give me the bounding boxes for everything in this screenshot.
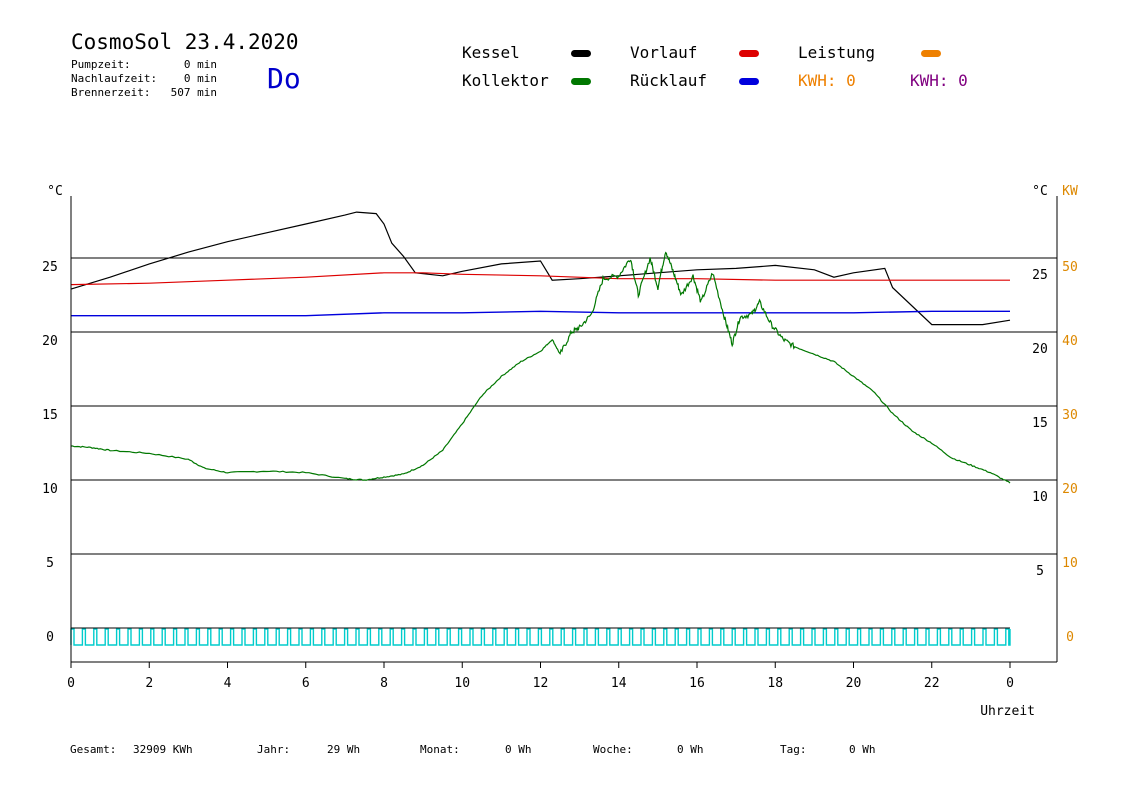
series-kessel-line	[70, 211, 1011, 326]
footer-woche-value: 0 Wh	[677, 743, 704, 756]
brennerzeit-value: 507 min	[170, 86, 217, 99]
pump-pulse-line	[70, 628, 1011, 646]
footer-woche-label: Woche:	[593, 743, 633, 756]
y-tick-label-left: 25	[42, 260, 58, 275]
x-tick-label: 8	[380, 676, 388, 691]
nachlaufzeit-value: 0 min	[183, 72, 217, 85]
kw-tick-label: 20	[1062, 482, 1078, 497]
y-tick-label-left: 5	[46, 556, 54, 571]
y-tick-label-right: 25	[1032, 268, 1048, 283]
y-tick-label-right: 10	[1032, 490, 1048, 505]
series-kollektor-line	[71, 251, 1011, 484]
x-tick-label: 10	[454, 676, 470, 691]
y-tick-label-left: 0	[46, 630, 54, 645]
legend-leistung-swatch	[921, 50, 941, 57]
legend-vorlauf-label: Vorlauf	[630, 43, 698, 62]
footer-tag-value: 0 Wh	[849, 743, 876, 756]
x-tick-label: 4	[224, 676, 232, 691]
kwh-orange-label: KWH: 0	[798, 71, 856, 90]
chart-title: CosmoSol 23.4.2020	[71, 30, 299, 54]
x-tick-label: 18	[767, 676, 783, 691]
legend-kessel-swatch	[571, 50, 591, 57]
footer-jahr-value: 29 Wh	[327, 743, 361, 756]
x-axis-label: Uhrzeit	[980, 704, 1035, 719]
legend-kollektor-swatch	[571, 78, 591, 85]
kw-tick-label: 10	[1062, 556, 1078, 571]
x-tick-label: 0	[67, 676, 75, 691]
kw-tick-label: 40	[1062, 334, 1078, 349]
legend-leistung-label: Leistung	[798, 43, 876, 62]
footer-monat-value: 0 Wh	[505, 743, 532, 756]
y-tick-label-right: 20	[1032, 342, 1048, 357]
y-tick-label-left: 20	[42, 334, 58, 349]
x-tick-label: 14	[611, 676, 627, 691]
legend-ruecklauf-label: Rücklauf	[630, 71, 708, 90]
footer-monat-label: Monat:	[420, 743, 460, 756]
footer-tag-label: Tag:	[780, 743, 807, 756]
y-tick-label-left: 10	[42, 482, 58, 497]
pumpzeit-label: Pumpzeit:	[71, 58, 131, 71]
series-ruecklauf-line	[71, 310, 1010, 317]
footer-gesamt-label: Gesamt:	[70, 743, 117, 756]
kw-tick-label: 30	[1062, 408, 1078, 423]
nachlaufzeit-label: Nachlaufzeit:	[71, 72, 158, 85]
legend-ruecklauf-swatch	[739, 78, 759, 85]
kw-tick-label: 50	[1062, 260, 1078, 275]
weekday-label: Do	[267, 62, 301, 95]
y-tick-label-right: 15	[1032, 416, 1048, 431]
x-tick-label: 20	[846, 676, 862, 691]
x-tick-label: 12	[533, 676, 549, 691]
legend-vorlauf-swatch	[739, 50, 759, 57]
brennerzeit-label: Brennerzeit:	[71, 86, 151, 99]
x-tick-label: 22	[924, 676, 940, 691]
legend-kollektor-label: Kollektor	[462, 71, 549, 90]
y-axis-unit-right: °C	[1032, 184, 1048, 199]
kw-tick-label: KW	[1062, 184, 1078, 199]
x-tick-label: 16	[689, 676, 705, 691]
footer-gesamt-value: 32909 KWh	[133, 743, 193, 756]
kwh-purple-label: KWH: 0	[910, 71, 968, 90]
y-tick-label-left: 15	[42, 408, 58, 423]
legend-kessel-label: Kessel	[462, 43, 520, 62]
pumpzeit-value: 0 min	[183, 58, 217, 71]
x-tick-label: 6	[302, 676, 310, 691]
series-vorlauf-line	[70, 272, 1010, 286]
footer-jahr-label: Jahr:	[257, 743, 291, 756]
kw-tick-label: 0	[1066, 630, 1074, 645]
x-tick-label: 2	[145, 676, 153, 691]
y-tick-label-right: 5	[1036, 564, 1044, 579]
x-tick-label: 0	[1006, 676, 1014, 691]
y-axis-unit-left: °C	[47, 184, 63, 199]
